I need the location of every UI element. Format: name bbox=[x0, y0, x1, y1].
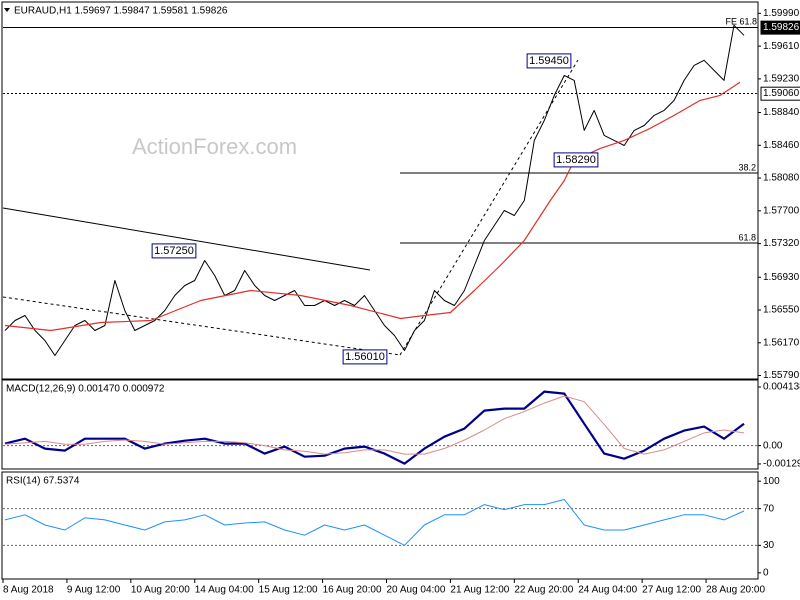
y-tick-label: 100 bbox=[763, 476, 780, 487]
y-tick-label: 1.55790 bbox=[763, 370, 800, 381]
y-tick-label: 70 bbox=[763, 503, 775, 514]
price-line-box bbox=[760, 20, 800, 35]
drawings bbox=[2, 59, 758, 356]
panel-frame bbox=[1, 1, 759, 380]
y-tick-label: 1.56170 bbox=[763, 337, 800, 348]
x-tick-label: 10 Aug 20:00 bbox=[131, 585, 190, 596]
series-line bbox=[4, 499, 745, 546]
annotation-box bbox=[151, 243, 197, 259]
x-tick-label: 28 Aug 20:00 bbox=[706, 585, 765, 596]
y-tick-label: 1.59990 bbox=[763, 8, 800, 19]
y-tick-label: 1.57700 bbox=[763, 205, 800, 216]
annotation: FE 61.8 bbox=[725, 16, 757, 26]
x-tick-label: 27 Aug 12:00 bbox=[642, 585, 701, 596]
annotation-box bbox=[553, 152, 599, 168]
price-line-box bbox=[760, 86, 800, 101]
y-tick-label: 1.59610 bbox=[763, 41, 800, 52]
x-tick-label: 21 Aug 12:00 bbox=[450, 585, 509, 596]
panel-frame bbox=[1, 379, 759, 470]
y-tick-label: -0.001293 bbox=[763, 459, 800, 470]
series-line bbox=[4, 24, 745, 356]
price-line-label: 1.59060 bbox=[763, 88, 800, 99]
trend-line-dashed bbox=[2, 296, 401, 356]
annotation: 1.59450 bbox=[529, 55, 569, 67]
x-tick-label: 24 Aug 04:00 bbox=[578, 585, 637, 596]
panel-frame bbox=[1, 471, 759, 580]
trend-line bbox=[2, 207, 371, 271]
panel-title: MACD(12,26,9) 0.001470 0.000972 bbox=[6, 384, 165, 395]
panel-title: RSI(14) 67.5374 bbox=[6, 476, 80, 487]
panel-title: EURAUD,H1 1.59697 1.59847 1.59581 1.5982… bbox=[14, 6, 228, 17]
y-tick-label: 1.58460 bbox=[763, 140, 800, 151]
annotation: 1.57250 bbox=[154, 245, 194, 257]
x-tick-label: 9 Aug 12:00 bbox=[67, 585, 121, 596]
series-line bbox=[4, 395, 745, 455]
annotation: 1.58290 bbox=[556, 154, 596, 166]
x-tick-label: 8 Aug 2018 bbox=[3, 585, 54, 596]
series-line bbox=[4, 81, 741, 332]
x-tick-label: 22 Aug 20:00 bbox=[514, 585, 573, 596]
y-tick-label: 1.58840 bbox=[763, 107, 800, 118]
annotation: 61.8 bbox=[738, 232, 756, 242]
x-tick-label: 15 Aug 12:00 bbox=[259, 585, 318, 596]
x-tick-label: 20 Aug 04:00 bbox=[386, 585, 445, 596]
y-tick-label: 1.58080 bbox=[763, 173, 800, 184]
x-tick-label: 14 Aug 04:00 bbox=[195, 585, 254, 596]
y-tick-label: 0.004138 bbox=[763, 382, 800, 393]
y-tick-label: 1.59230 bbox=[763, 74, 800, 85]
annotation-box bbox=[342, 349, 388, 365]
y-tick-label: 30 bbox=[763, 540, 775, 551]
title-icon bbox=[4, 8, 10, 12]
y-tick-label: 0 bbox=[763, 567, 769, 578]
x-tick-label: 16 Aug 20:00 bbox=[323, 585, 382, 596]
annotation: 1.56010 bbox=[345, 351, 385, 363]
y-tick-label: 1.56550 bbox=[763, 305, 800, 316]
price-line-label: 1.59826 bbox=[763, 22, 800, 33]
annotation-box bbox=[526, 53, 572, 69]
y-tick-label: 1.56930 bbox=[763, 272, 800, 283]
watermark: ActionForex.com bbox=[132, 134, 297, 159]
annotation: 38.2 bbox=[738, 162, 756, 172]
y-tick-label: 1.57320 bbox=[763, 238, 800, 249]
y-tick-label: 0.00 bbox=[763, 440, 783, 451]
